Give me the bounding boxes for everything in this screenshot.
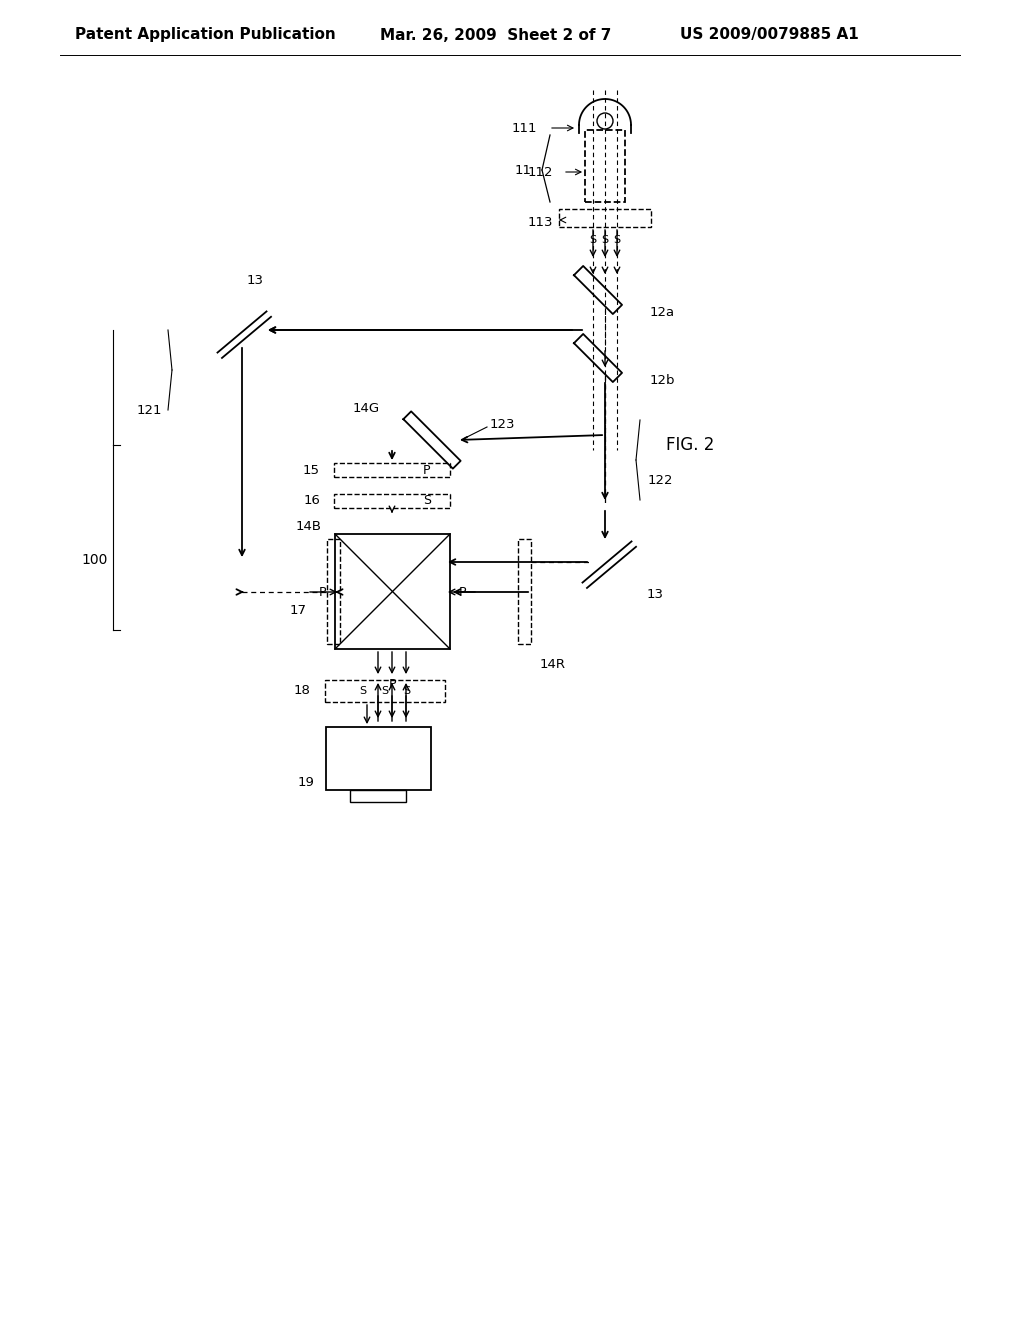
Text: Patent Application Publication: Patent Application Publication <box>75 28 336 42</box>
Text: 13: 13 <box>647 587 664 601</box>
Text: 19: 19 <box>297 776 314 788</box>
Text: S: S <box>601 235 608 246</box>
Text: P: P <box>459 586 466 598</box>
Text: 122: 122 <box>648 474 674 487</box>
Text: 112: 112 <box>527 165 553 178</box>
Text: 12b: 12b <box>650 374 676 387</box>
Text: 111: 111 <box>512 121 537 135</box>
Text: 15: 15 <box>303 463 319 477</box>
Text: 100: 100 <box>82 553 108 568</box>
Bar <box>585 129 625 202</box>
Text: 17: 17 <box>290 603 307 616</box>
Text: P: P <box>388 678 395 692</box>
Text: 18: 18 <box>293 685 310 697</box>
Text: 113: 113 <box>527 215 553 228</box>
Text: 14R: 14R <box>540 657 566 671</box>
Text: 14G: 14G <box>353 401 380 414</box>
Bar <box>518 539 531 644</box>
Text: 16: 16 <box>303 495 319 507</box>
Text: Mar. 26, 2009  Sheet 2 of 7: Mar. 26, 2009 Sheet 2 of 7 <box>380 28 611 42</box>
Bar <box>350 789 406 803</box>
Text: 14B: 14B <box>296 520 322 533</box>
Text: 12a: 12a <box>650 305 675 318</box>
Text: P: P <box>423 463 431 477</box>
Bar <box>559 209 651 227</box>
Text: S: S <box>590 235 597 246</box>
Text: US 2009/0079885 A1: US 2009/0079885 A1 <box>680 28 859 42</box>
Text: S: S <box>403 686 411 696</box>
Text: FIG. 2: FIG. 2 <box>666 436 714 454</box>
Bar <box>335 535 450 649</box>
Text: S: S <box>359 686 367 696</box>
Text: 11: 11 <box>515 164 532 177</box>
Text: 13: 13 <box>247 273 264 286</box>
Bar <box>334 494 450 508</box>
Text: 121: 121 <box>136 404 162 417</box>
Text: P: P <box>319 586 327 598</box>
Bar <box>326 727 431 789</box>
Bar <box>334 463 450 477</box>
Bar <box>327 539 340 644</box>
Text: S: S <box>423 495 431 507</box>
Text: 123: 123 <box>490 417 515 430</box>
Text: S: S <box>613 235 621 246</box>
Bar <box>325 680 445 702</box>
Text: S: S <box>381 686 388 696</box>
